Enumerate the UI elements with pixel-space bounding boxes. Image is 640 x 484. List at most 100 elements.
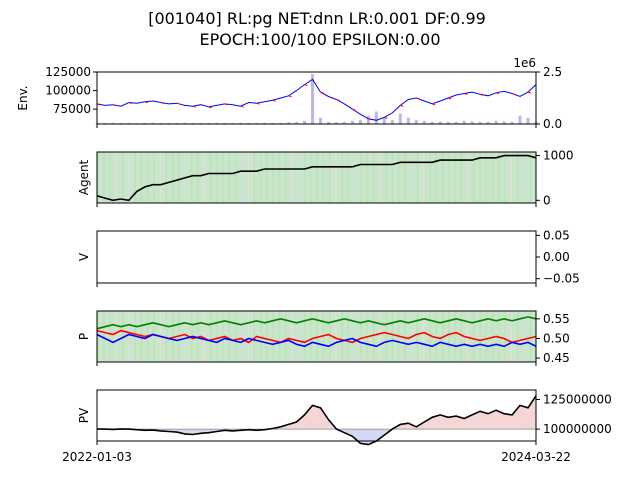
- data-point: [312, 342, 313, 343]
- action-stripe: [210, 152, 211, 203]
- data-point: [176, 103, 177, 104]
- data-point: [288, 95, 289, 96]
- data-point: [320, 407, 321, 408]
- secondary-exponent-label: 1e6: [513, 56, 536, 70]
- data-point: [232, 340, 233, 341]
- data-point: [120, 198, 121, 199]
- data-point: [440, 338, 441, 339]
- action-stripe: [153, 311, 154, 362]
- x-tick-label-start: 2022-01-03: [62, 450, 132, 464]
- action-stripe: [191, 152, 192, 203]
- data-point: [176, 324, 177, 325]
- data-point: [288, 424, 289, 425]
- data-point: [360, 322, 361, 323]
- data-point: [504, 318, 505, 319]
- volume-bar: [391, 120, 394, 124]
- volume-bar: [527, 118, 530, 124]
- data-point: [152, 334, 153, 335]
- data-point: [184, 338, 185, 339]
- data-point: [456, 416, 457, 417]
- data-point: [104, 326, 105, 327]
- data-point: [288, 168, 289, 169]
- data-point: [224, 320, 225, 321]
- data-point: [320, 92, 321, 93]
- data-point: [384, 117, 385, 118]
- data-point: [527, 316, 528, 317]
- data-point: [400, 424, 401, 425]
- action-stripe: [285, 311, 286, 362]
- data-point: [360, 443, 361, 444]
- data-point: [480, 157, 481, 158]
- action-stripe: [392, 152, 393, 203]
- action-stripe: [266, 152, 267, 203]
- data-point: [160, 184, 161, 185]
- data-point: [336, 166, 337, 167]
- data-point: [504, 155, 505, 156]
- data-point: [352, 342, 353, 343]
- data-point: [360, 114, 361, 115]
- data-point: [264, 322, 265, 323]
- action-stripe: [436, 152, 437, 203]
- data-point: [432, 320, 433, 321]
- data-point: [392, 340, 393, 341]
- data-point: [272, 428, 273, 429]
- data-point: [112, 324, 113, 325]
- data-point: [440, 414, 441, 415]
- y-tick-label: 0: [543, 193, 551, 207]
- action-stripe: [360, 311, 361, 362]
- action-stripe: [116, 152, 117, 203]
- action-stripe: [172, 152, 173, 203]
- y-tick-label: 100000: [45, 84, 91, 98]
- data-point: [160, 336, 161, 337]
- pv-fill-segment: [313, 405, 321, 429]
- action-stripe: [354, 311, 355, 362]
- data-point: [480, 340, 481, 341]
- data-point: [480, 320, 481, 321]
- data-point: [424, 162, 425, 163]
- action-stripe: [379, 152, 380, 203]
- data-point: [527, 92, 528, 93]
- x-tick-label-end: 2024-03-22: [501, 450, 571, 464]
- data-point: [112, 334, 113, 335]
- data-point: [384, 324, 385, 325]
- data-point: [472, 322, 473, 323]
- data-point: [328, 334, 329, 335]
- data-point: [288, 338, 289, 339]
- data-point: [160, 324, 161, 325]
- data-point: [527, 342, 528, 343]
- data-point: [248, 342, 249, 343]
- y-tick-label: 0.50: [543, 331, 570, 345]
- data-point: [144, 324, 145, 325]
- data-point: [384, 332, 385, 333]
- data-point: [192, 324, 193, 325]
- data-point: [488, 157, 489, 158]
- data-point: [288, 320, 289, 321]
- action-stripe: [128, 152, 129, 203]
- volume-bar: [359, 120, 362, 124]
- data-point: [104, 338, 105, 339]
- data-point: [120, 330, 121, 331]
- data-point: [248, 171, 249, 172]
- y-tick-label: 0.55: [543, 312, 570, 326]
- data-point: [328, 322, 329, 323]
- pv-fill-segment: [448, 416, 456, 429]
- data-point: [136, 103, 137, 104]
- data-point: [296, 340, 297, 341]
- data-point: [368, 320, 369, 321]
- data-point: [336, 342, 337, 343]
- action-stripe: [335, 311, 336, 362]
- data-point: [368, 164, 369, 165]
- data-point: [264, 342, 265, 343]
- data-point: [519, 340, 520, 341]
- data-point: [176, 432, 177, 433]
- data-point: [304, 414, 305, 415]
- data-point: [368, 336, 369, 337]
- data-point: [160, 102, 161, 103]
- action-stripe: [417, 152, 418, 203]
- data-point: [200, 336, 201, 337]
- action-stripe: [185, 311, 186, 362]
- data-point: [416, 97, 417, 98]
- data-point: [112, 429, 113, 430]
- y-tick-label: 0.45: [543, 351, 570, 365]
- data-point: [320, 344, 321, 345]
